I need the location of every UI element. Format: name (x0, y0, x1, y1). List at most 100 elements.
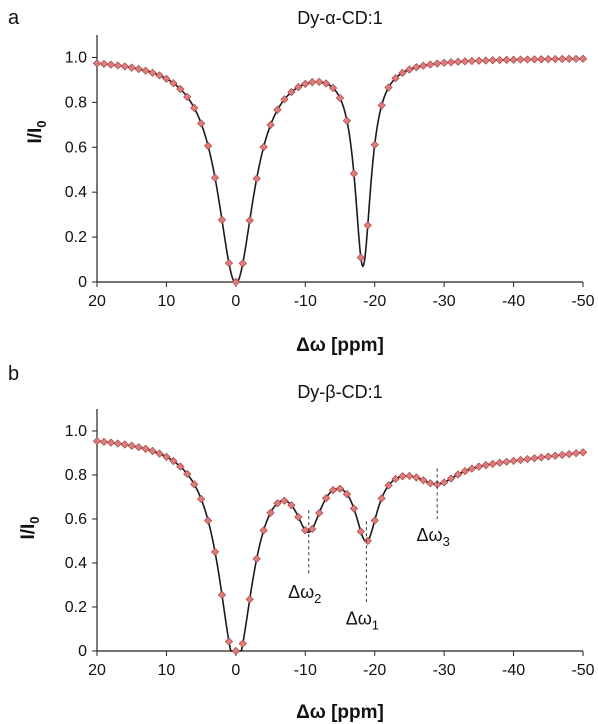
data-point (363, 221, 372, 230)
data-point (391, 74, 400, 83)
x-tick-label: -40 (502, 293, 525, 310)
data-point (322, 494, 331, 503)
data-point (203, 141, 213, 150)
data-point (481, 56, 490, 65)
x-tick-label: -30 (433, 293, 456, 310)
y-axis-label-main: I/I (25, 128, 46, 144)
y-axis-label: I/I0 (25, 120, 49, 143)
data-point (446, 474, 456, 483)
data-point (356, 253, 365, 262)
x-tick-label: -20 (363, 293, 386, 310)
data-point (377, 101, 386, 110)
data-point (92, 436, 102, 446)
data-point (502, 457, 511, 466)
axes (96, 409, 583, 652)
data-point (370, 516, 379, 525)
data-point (113, 439, 122, 448)
plot-area (92, 436, 588, 656)
y-tick-label: 0.4 (65, 184, 87, 201)
data-point (197, 494, 206, 504)
y-axis-label: I/I0 (18, 516, 42, 539)
data-point (440, 58, 449, 67)
y-ticks: 0 0.2 0.4 0.6 0.8 1.0 (65, 423, 97, 660)
plot-area (92, 54, 588, 287)
data-point (155, 449, 164, 458)
data-point (245, 595, 254, 604)
data-point (328, 486, 338, 495)
data-point (203, 516, 213, 525)
data-point (315, 77, 324, 86)
panel-a: a Dy-α-CD:1 I/I0 Δω [ppm] 20 10 0 -10 -20 -30… (8, 7, 595, 356)
data-point (474, 462, 483, 471)
data-point (516, 455, 525, 465)
x-tick-label: 10 (158, 293, 176, 310)
data-point (113, 61, 122, 70)
axes (96, 35, 583, 283)
data-point (120, 440, 129, 449)
data-point (210, 547, 220, 557)
data-point (460, 57, 470, 66)
panel-b: b Dy-β-CD:1 I/I0 Δω [ppm] 20 10 0 -10 -20 -30… (8, 363, 595, 723)
data-point (391, 474, 400, 484)
annotation-dw1-sub: 1 (372, 618, 379, 633)
data-point (488, 459, 497, 468)
x-axis-label: Δω [ppm] (296, 702, 384, 723)
data-point (481, 461, 490, 470)
data-point (162, 74, 171, 83)
data-point (273, 499, 282, 508)
data-point (433, 59, 442, 68)
data-point (433, 480, 442, 489)
data-point (516, 55, 525, 64)
data-point (551, 451, 560, 460)
data-point (217, 215, 227, 224)
data-point (578, 54, 588, 63)
x-axis-label: Δω [ppm] (296, 335, 384, 356)
y-tick-label: 0.8 (65, 94, 87, 111)
data-point (148, 446, 157, 456)
data-point (120, 62, 129, 71)
data-point (99, 59, 109, 69)
data-point (106, 60, 115, 69)
data-point (259, 526, 268, 535)
data-point (370, 140, 379, 149)
y-tick-label: 0.4 (65, 555, 87, 572)
data-point (530, 55, 539, 64)
data-point (558, 450, 567, 459)
data-point (294, 512, 303, 522)
x-tick-label: -50 (571, 293, 594, 310)
data-point (565, 54, 574, 64)
panel-label: b (8, 363, 19, 385)
data-point (460, 467, 470, 476)
data-point (245, 216, 254, 225)
y-axis-label-sub: 0 (34, 120, 49, 127)
y-tick-label: 1.0 (65, 423, 87, 440)
data-point (571, 449, 581, 458)
data-point (335, 484, 345, 493)
data-point (210, 173, 220, 182)
data-point (259, 142, 268, 152)
chart-title: Dy-β-CD:1 (297, 382, 382, 402)
y-ticks: 0 0.2 0.4 0.6 0.8 1.0 (65, 49, 97, 291)
data-point (287, 87, 296, 97)
data-point (342, 116, 352, 125)
x-tick-label: -10 (294, 662, 317, 679)
y-tick-label: 1.0 (65, 49, 87, 66)
data-point (183, 469, 192, 479)
data-point (280, 95, 289, 104)
data-point (537, 453, 546, 462)
y-tick-label: 0.2 (65, 229, 87, 246)
annotation-dw2-sub: 2 (314, 591, 321, 606)
data-point (197, 119, 206, 128)
data-point (224, 258, 234, 268)
data-point (231, 277, 240, 287)
x-tick-label: -40 (502, 662, 525, 679)
data-point (426, 60, 435, 69)
data-point (190, 480, 199, 489)
data-point (183, 92, 192, 101)
y-tick-label: 0 (78, 274, 87, 291)
data-point (266, 120, 275, 130)
annotation-dw2: Δω2 (288, 582, 321, 606)
data-point (537, 55, 546, 64)
data-point (266, 508, 275, 517)
